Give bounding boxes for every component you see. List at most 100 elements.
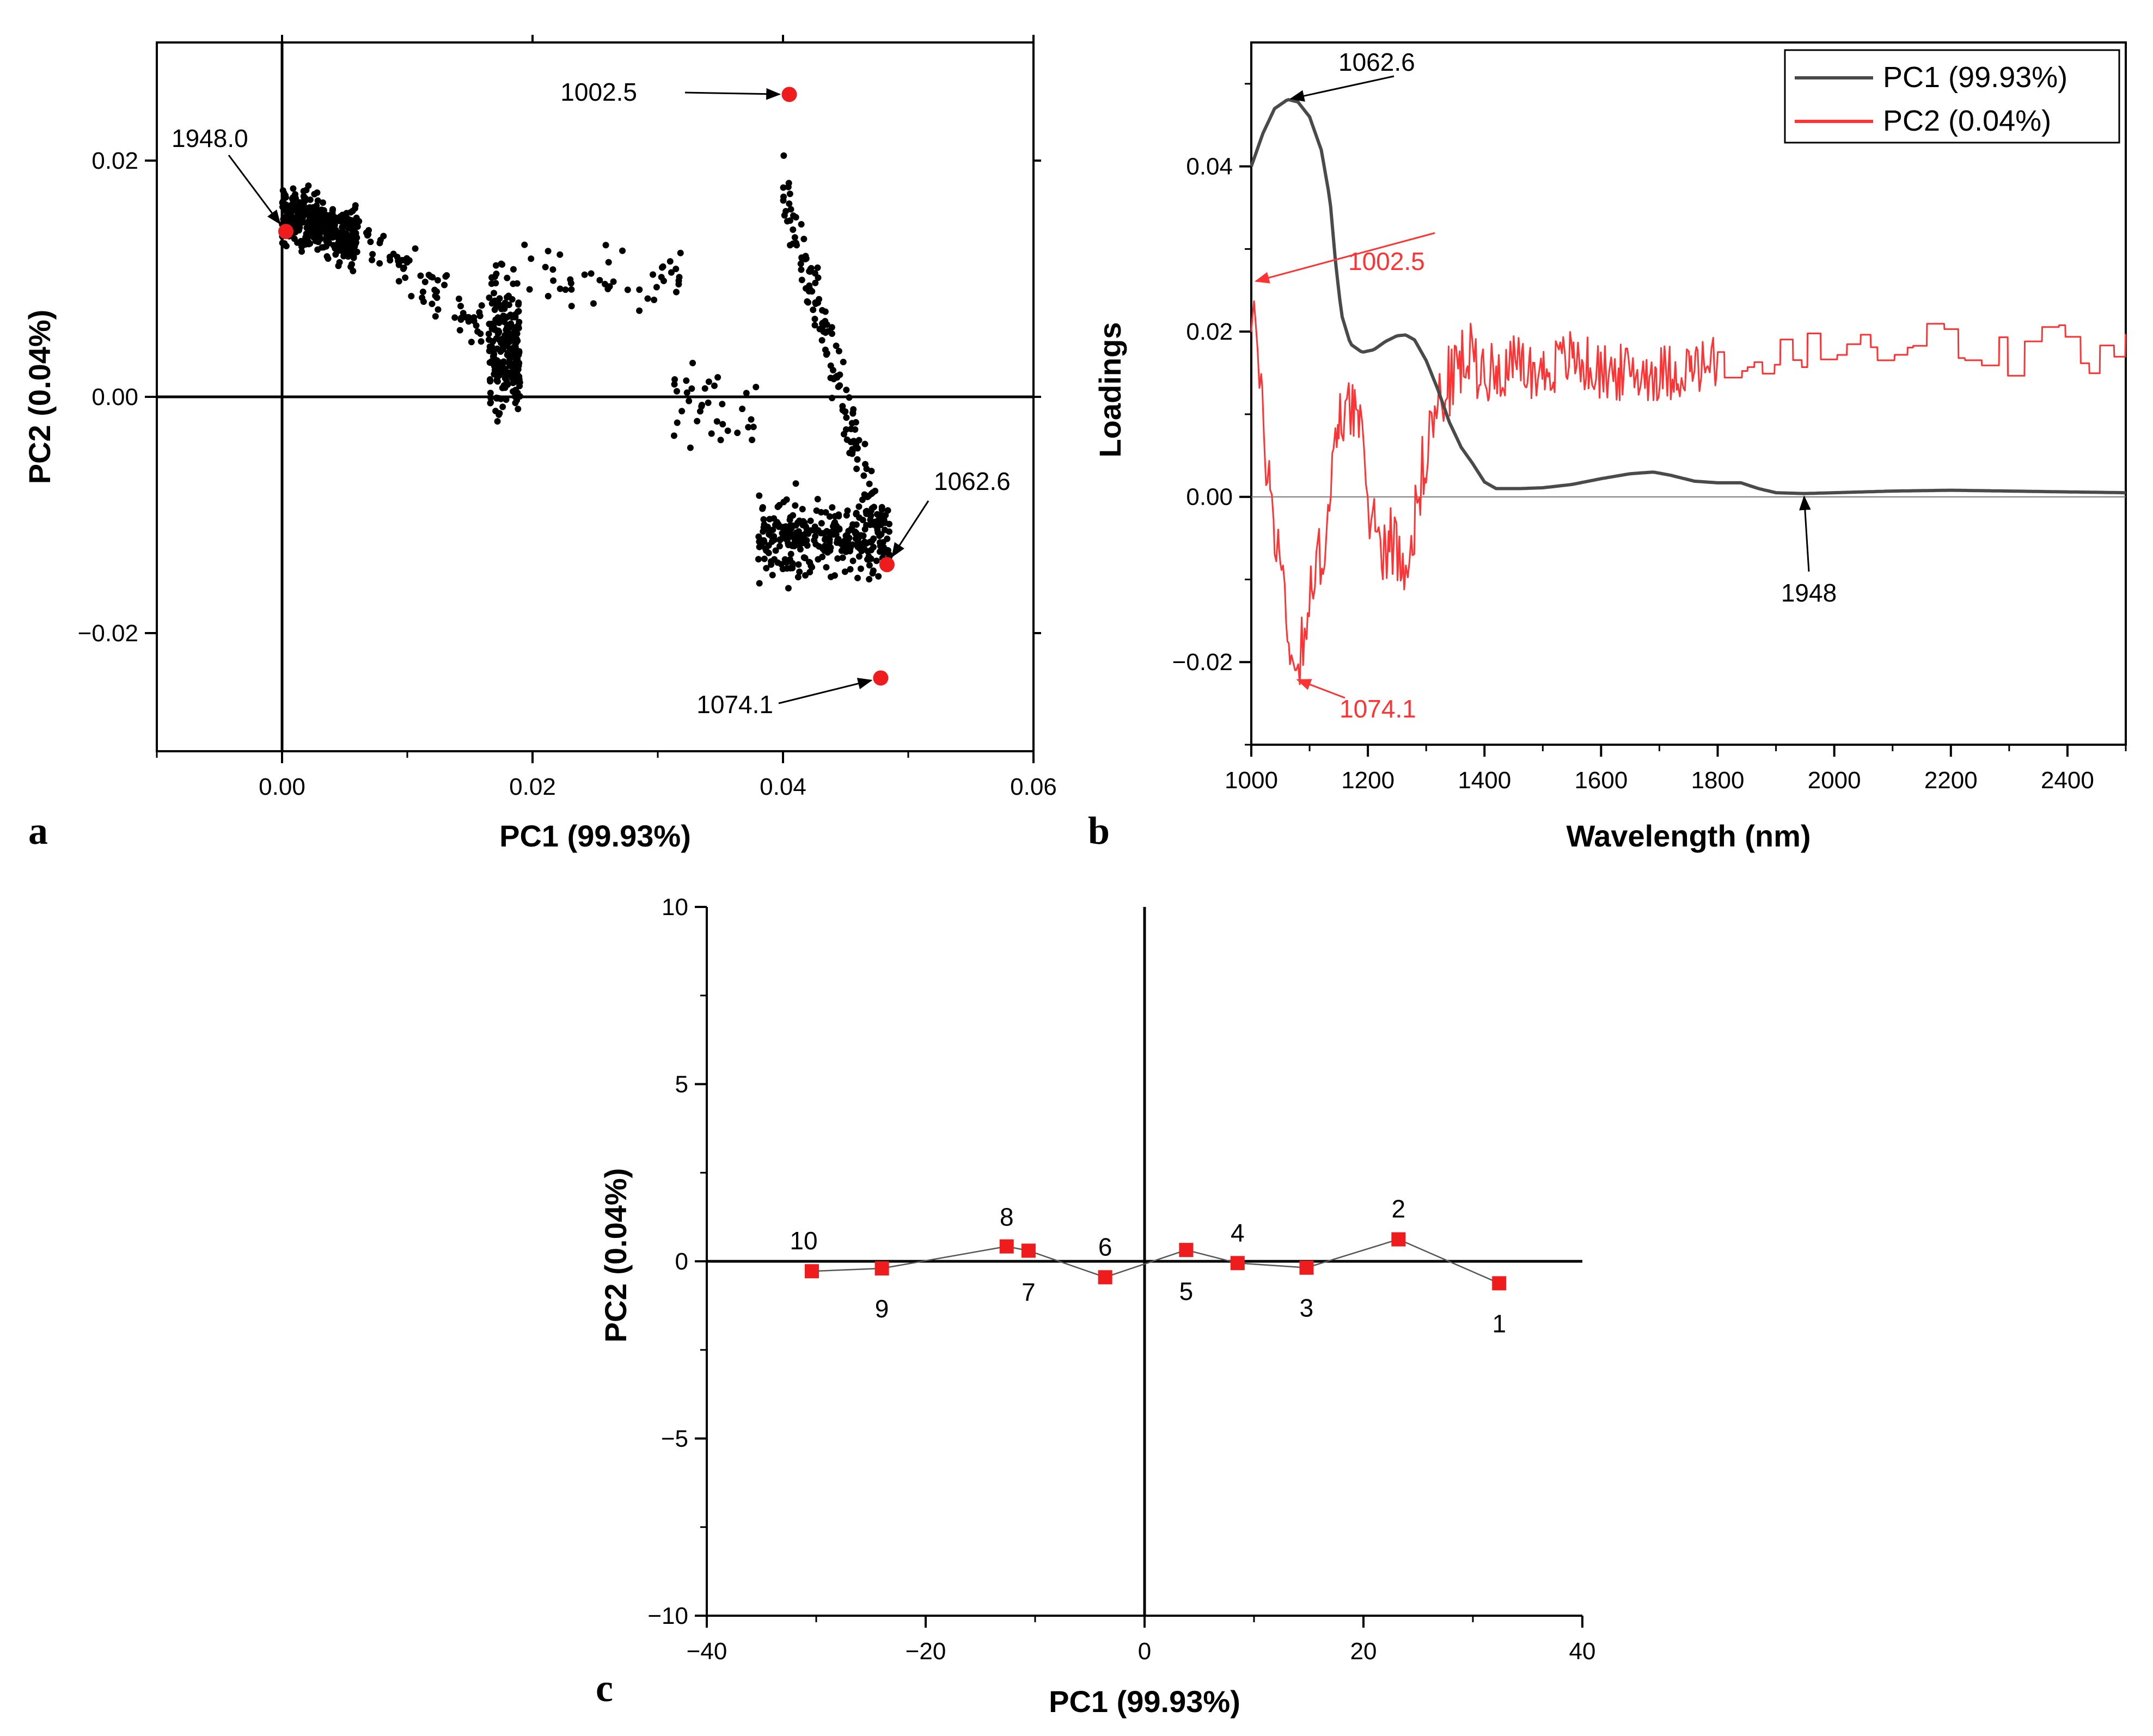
panel-b-axes: 1000 1200 1400 1600 1800 2000 2200 2400 −0.02 0.0…	[1172, 83, 2127, 794]
a-scatter-point	[305, 182, 312, 189]
c-sample-label: 8	[1000, 1203, 1014, 1231]
a-scatter-point	[852, 535, 859, 542]
c-sample-label: 5	[1179, 1277, 1194, 1305]
a-scatter-point	[666, 258, 674, 265]
a-scatter-point	[719, 421, 726, 428]
a-scatter-point	[505, 301, 512, 308]
a-scatter-point	[349, 207, 356, 214]
panel-c: −40 −20 0 20 40 −10 −5 0 5 10 10 9 8 7 6 5 4 3 2 1 PC1 (99…	[596, 894, 1595, 1719]
panel-b-lines	[1250, 97, 2126, 685]
a-scatter-point	[873, 557, 880, 565]
a-scatter-point	[498, 305, 505, 312]
a-scatter-point	[400, 265, 407, 272]
a-scatter-point	[506, 361, 513, 368]
a-scatter-point	[298, 248, 305, 255]
a-scatter-point	[784, 218, 791, 225]
a-annotation-arrow	[778, 678, 873, 704]
a-scatter-point	[402, 274, 409, 281]
a-scatter-point	[293, 224, 301, 231]
a-scatter-point	[803, 529, 810, 536]
a-scatter-point	[811, 269, 818, 277]
a-scatter-point	[811, 322, 818, 329]
a-scatter-point	[604, 285, 611, 292]
a-scatter-point	[799, 506, 806, 513]
a-scatter-point	[350, 267, 357, 274]
a-scatter-point	[683, 377, 690, 384]
a-scatter-point	[842, 532, 849, 539]
a-scatter-point	[694, 418, 701, 425]
a-scatter-point	[852, 530, 859, 537]
a-scatter-point	[790, 212, 797, 219]
a-scatter-point	[470, 314, 478, 321]
a-scatter-point	[750, 424, 757, 431]
a-scatter-point	[838, 547, 845, 554]
a-scatter-point	[862, 461, 869, 468]
a-scatter-point	[873, 523, 880, 530]
a-scatter-point	[602, 242, 609, 249]
a-scatter-point	[675, 277, 682, 284]
a-scatter-point	[581, 271, 588, 278]
a-scatter-point	[771, 536, 778, 543]
a-scatter-point	[390, 250, 397, 257]
panel-c-letter: c	[596, 1666, 613, 1710]
panel-c-series: 10 9 8 7 6 5 4 3 2 1	[790, 1195, 1507, 1338]
a-scatter-point	[498, 340, 505, 347]
a-scatter-point	[810, 306, 817, 314]
a-scatter-point	[506, 372, 513, 379]
a-scatter-point	[287, 208, 294, 216]
a-scatter-point	[864, 556, 871, 563]
a-scatter-point	[860, 472, 867, 479]
a-scatter-point	[492, 407, 499, 414]
a-scatter-point	[784, 528, 791, 535]
a-scatter-point	[364, 232, 371, 239]
panel-b-letter: b	[1088, 809, 1110, 852]
panel-a-scatter-points	[279, 152, 893, 592]
a-scatter-point	[434, 277, 441, 284]
c-sample-point	[1299, 1260, 1314, 1275]
a-scatter-point	[496, 300, 503, 308]
a-scatter-point	[509, 296, 516, 303]
panel-b-xlabel: Wavelength (nm)	[1566, 819, 1811, 853]
c-sample-label: 9	[875, 1295, 889, 1323]
a-scatter-point	[792, 480, 799, 487]
a-scatter-point	[795, 561, 802, 568]
a-scatter-point	[756, 580, 763, 587]
a-scatter-point	[780, 193, 787, 200]
a-scatter-point	[843, 414, 850, 421]
a-scatter-point	[784, 535, 791, 542]
a-scatter-point	[787, 550, 794, 557]
a-scatter-point	[786, 191, 793, 198]
b-annotation-arrow	[1296, 679, 1345, 699]
a-scatter-point	[748, 416, 755, 423]
a-scatter-point	[668, 269, 675, 276]
a-scatter-point	[763, 524, 770, 531]
a-scatter-point	[300, 188, 307, 195]
a-scatter-point	[644, 295, 651, 302]
a-scatter-point	[687, 444, 694, 451]
a-scatter-point	[831, 513, 839, 520]
a-scatter-point	[343, 210, 350, 217]
a-scatter-point	[689, 359, 696, 366]
a-highlight-point	[873, 670, 889, 686]
a-scatter-point	[787, 206, 794, 213]
a-scatter-point	[853, 521, 860, 528]
panel-c-ylabel: PC2 (0.04%)	[598, 1168, 633, 1343]
a-scatter-point	[487, 321, 494, 328]
a-scatter-point	[861, 440, 868, 447]
a-scatter-point	[314, 197, 321, 204]
c-sample-label: 4	[1231, 1218, 1245, 1247]
a-point-label: 1074.1	[696, 690, 773, 719]
a-scatter-point	[636, 286, 643, 293]
a-scatter-point	[705, 399, 712, 406]
c-xtick-label: −40	[687, 1638, 727, 1665]
a-scatter-point	[290, 185, 297, 192]
b-annotation-arrow	[1254, 232, 1435, 284]
a-scatter-point	[753, 384, 760, 391]
a-scatter-point	[673, 289, 680, 296]
a-scatter-point	[867, 521, 874, 528]
a-scatter-point	[610, 278, 617, 285]
a-scatter-point	[776, 502, 783, 509]
a-scatter-point	[789, 542, 796, 549]
a-scatter-point	[515, 324, 522, 332]
a-scatter-point	[304, 238, 311, 245]
